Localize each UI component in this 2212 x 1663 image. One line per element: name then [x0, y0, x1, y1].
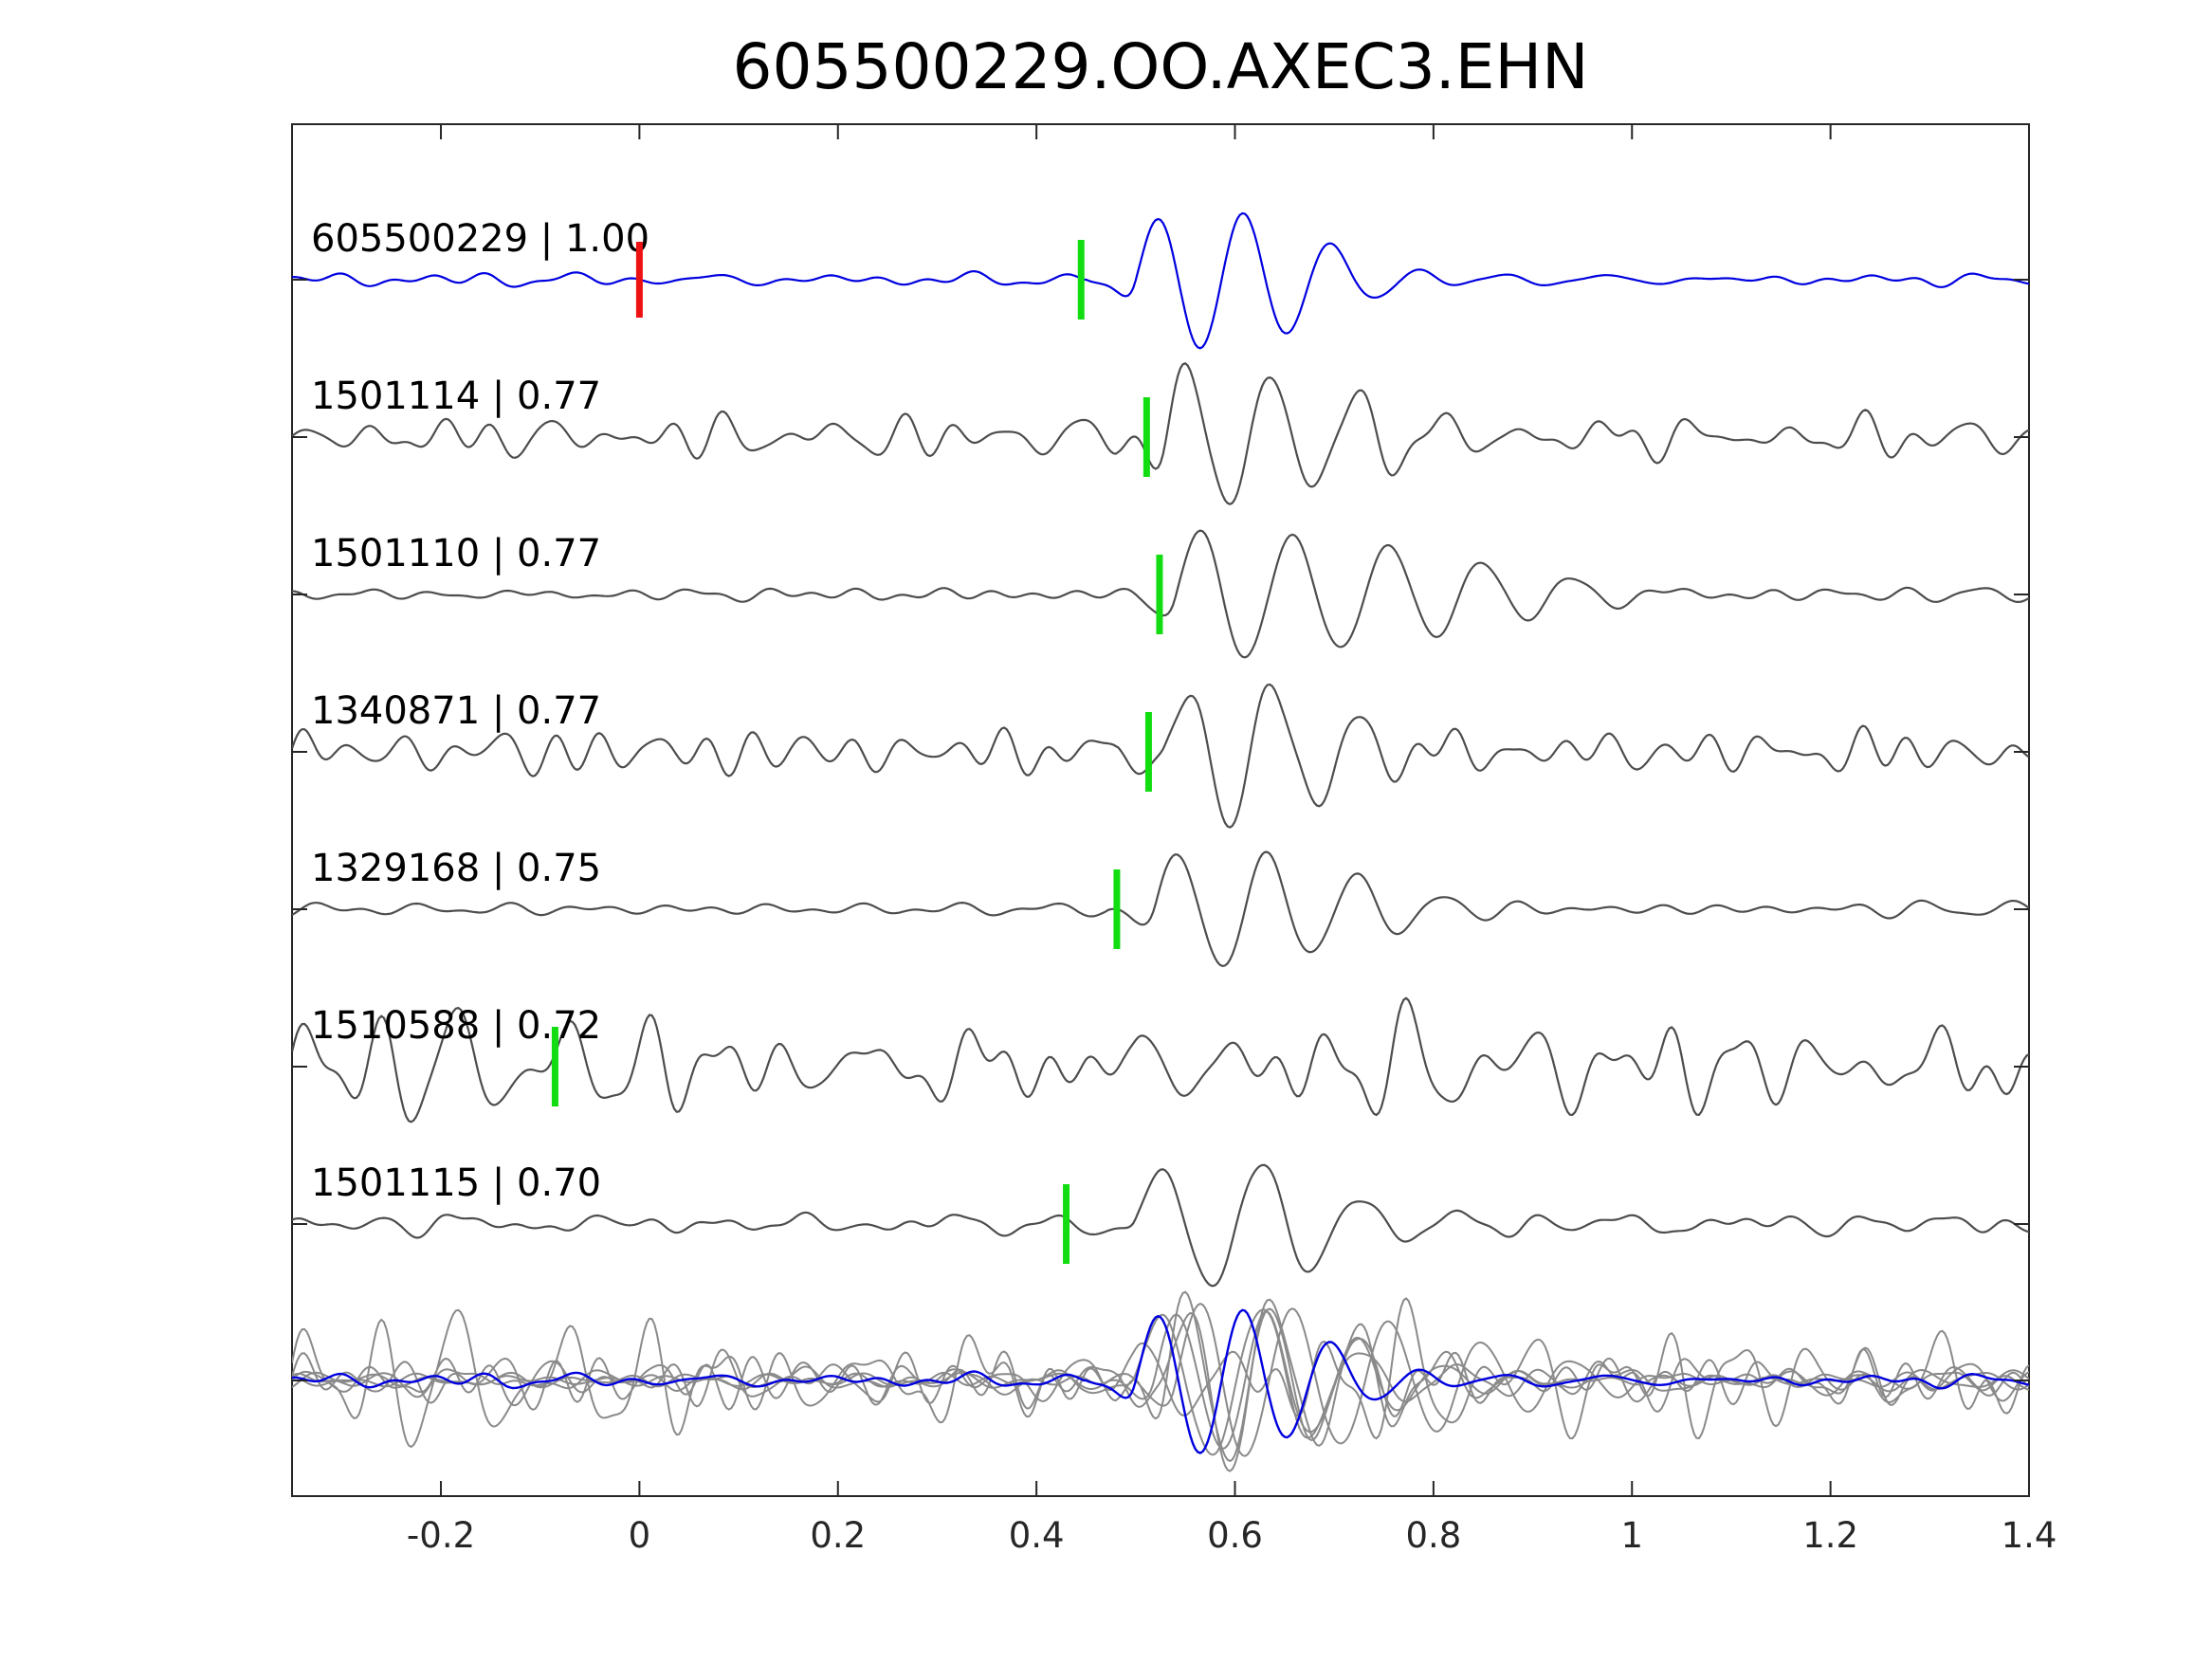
x-tick-label: 0.6: [1207, 1515, 1263, 1556]
x-tick-label: 0.8: [1405, 1515, 1461, 1556]
waveform-trace-605500229: [292, 211, 2029, 350]
stacked-trace-1501115: [292, 1308, 2029, 1456]
x-tick-label: 1.2: [1802, 1515, 1858, 1556]
x-tick-label: 0.4: [1009, 1515, 1065, 1556]
stacked-trace-1510588: [292, 1297, 2029, 1449]
trace-label: 1501114 | 0.77: [311, 375, 601, 418]
trace-label: 1501110 | 0.77: [311, 532, 601, 576]
x-tick-label: 0.2: [810, 1515, 866, 1556]
waveform-trace-1501114: [292, 362, 2029, 506]
stacked-trace-1340871: [292, 1298, 2029, 1472]
traces-group: [292, 211, 2029, 1472]
stacked-template-trace: [292, 1308, 2029, 1454]
waveform-trace-1510588: [292, 996, 2029, 1124]
trace-label: 1340871 | 0.77: [311, 689, 601, 733]
x-tick-label: 0: [629, 1515, 651, 1556]
waveform-trace-1329168: [292, 850, 2029, 968]
trace-label: 605500229 | 1.00: [311, 217, 649, 261]
axes-box: [291, 123, 2030, 1497]
waveform-trace-1501115: [292, 1163, 2029, 1288]
x-tick-label: -0.2: [407, 1515, 475, 1556]
waveform-trace-1340871: [292, 683, 2029, 829]
x-tick-label: 1: [1620, 1515, 1643, 1556]
x-tick-label: 1.4: [2002, 1515, 2057, 1556]
trace-label: 1501115 | 0.70: [311, 1161, 601, 1205]
trace-label: 1329168 | 0.75: [311, 847, 601, 890]
chart-title: 605500229.OO.AXEC3.EHN: [732, 30, 1589, 103]
